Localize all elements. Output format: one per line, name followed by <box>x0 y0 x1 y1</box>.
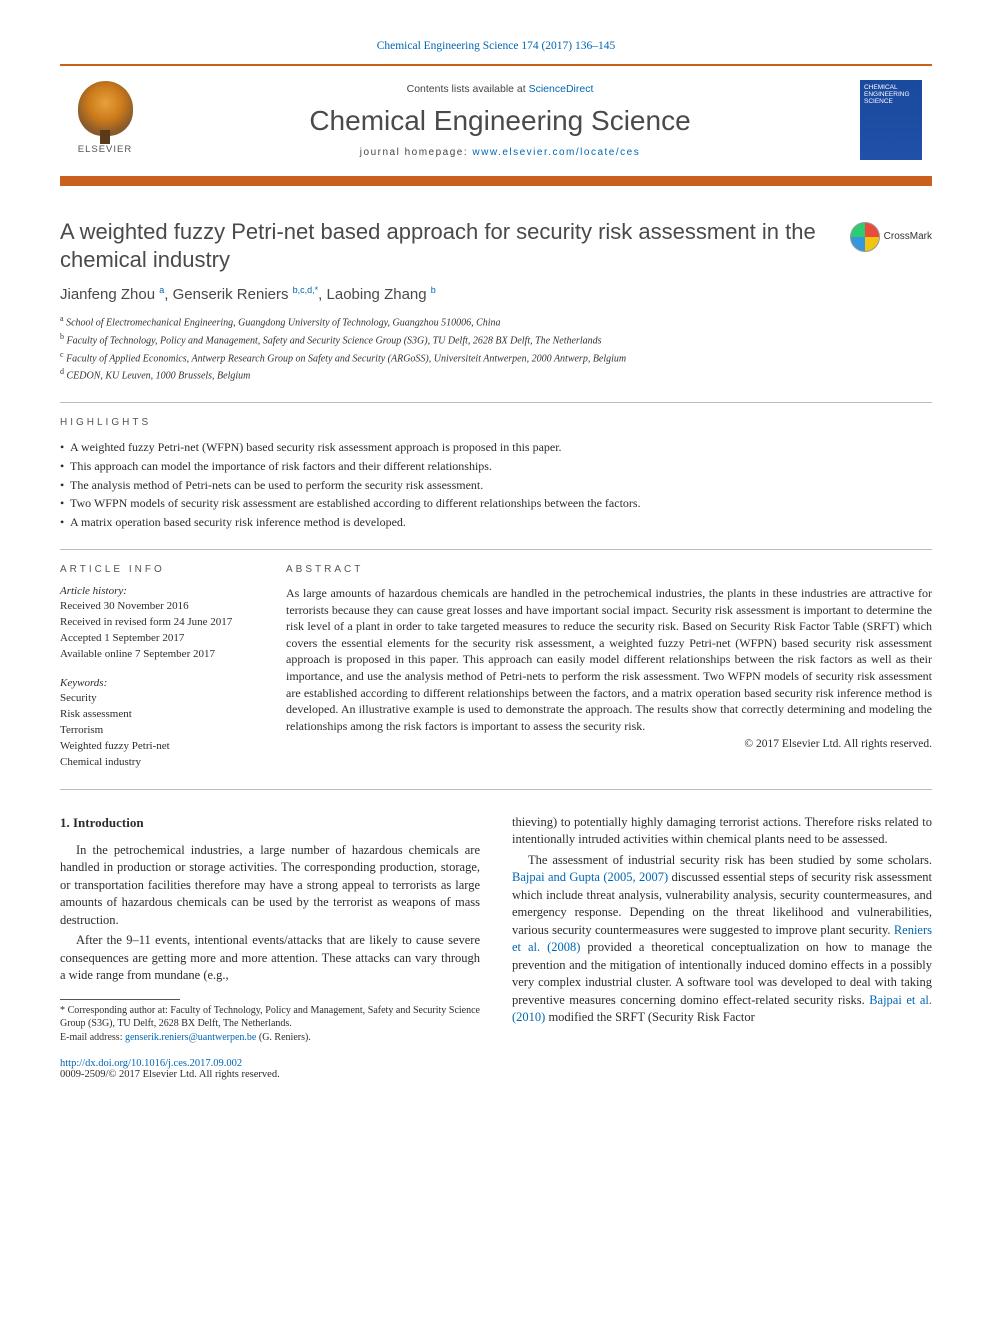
author-name: Jianfeng Zhou <box>60 286 159 303</box>
elsevier-logo: ELSEVIER <box>70 81 140 159</box>
highlight-item: A weighted fuzzy Petri-net (WFPN) based … <box>60 438 932 457</box>
body-paragraph: After the 9–11 events, intentional event… <box>60 932 480 985</box>
citation-link[interactable]: Bajpai and Gupta (2005, 2007) <box>512 870 668 884</box>
article-title-text: A weighted fuzzy Petri-net based approac… <box>60 219 816 272</box>
history-item: Received in revised form 24 June 2017 <box>60 615 250 631</box>
journal-cover-thumbnail: CHEMICAL ENGINEERING SCIENCE <box>860 80 922 160</box>
sciencedirect-link[interactable]: ScienceDirect <box>529 83 594 95</box>
corresponding-author-footnote: * Corresponding author at: Faculty of Te… <box>60 1004 480 1045</box>
highlights-label: HIGHLIGHTS <box>60 417 932 428</box>
affiliation-line: a School of Electromechanical Engineerin… <box>60 313 932 331</box>
authors-line: Jianfeng Zhou a, Genserik Reniers b,c,d,… <box>60 285 932 303</box>
cover-text: CHEMICAL ENGINEERING SCIENCE <box>864 84 918 105</box>
right-column: thieving) to potentially highly damaging… <box>512 814 932 1045</box>
author-name: Genserik Reniers <box>173 286 293 303</box>
corr-email-link[interactable]: genserik.reniers@uantwerpen.be <box>125 1032 256 1043</box>
highlight-item: This approach can model the importance o… <box>60 457 932 476</box>
footnote-corr: * Corresponding author at: Faculty of Te… <box>60 1004 480 1031</box>
author-affil-sup: b <box>431 285 436 295</box>
affil-sup: a <box>60 314 64 323</box>
body-paragraph: In the petrochemical industries, a large… <box>60 842 480 930</box>
article-info-label: ARTICLE INFO <box>60 564 250 575</box>
history-item: Accepted 1 September 2017 <box>60 631 250 647</box>
affiliation-line: c Faculty of Applied Economics, Antwerp … <box>60 349 932 367</box>
crossmark-widget[interactable]: CrossMark <box>850 222 932 252</box>
divider <box>60 549 932 550</box>
divider <box>60 402 932 403</box>
highlight-item: The analysis method of Petri-nets can be… <box>60 476 932 495</box>
doi-link[interactable]: http://dx.doi.org/10.1016/j.ces.2017.09.… <box>60 1058 242 1069</box>
highlight-item: A matrix operation based security risk i… <box>60 513 932 532</box>
email-label: E-mail address: <box>60 1032 125 1043</box>
journal-homepage-line: journal homepage: www.elsevier.com/locat… <box>140 147 860 158</box>
body-columns: 1. Introduction In the petrochemical ind… <box>60 814 932 1045</box>
history-label: Article history: <box>60 585 250 597</box>
crossmark-icon <box>850 222 880 252</box>
affil-sup: d <box>60 367 64 376</box>
history-item: Received 30 November 2016 <box>60 599 250 615</box>
body-text: The assessment of industrial security ri… <box>528 853 932 867</box>
affiliations-block: a School of Electromechanical Engineerin… <box>60 313 932 384</box>
body-paragraph: The assessment of industrial security ri… <box>512 852 932 1027</box>
abstract-copyright: © 2017 Elsevier Ltd. All rights reserved… <box>286 738 932 750</box>
article-info-column: ARTICLE INFO Article history: Received 3… <box>60 564 250 770</box>
abstract-text: As large amounts of hazardous chemicals … <box>286 585 932 734</box>
affiliation-line: d CEDON, KU Leuven, 1000 Brussels, Belgi… <box>60 366 932 384</box>
history-item: Available online 7 September 2017 <box>60 647 250 663</box>
issn-copyright: 0009-2509/© 2017 Elsevier Ltd. All right… <box>60 1069 280 1080</box>
elsevier-wordmark: ELSEVIER <box>78 144 132 155</box>
intro-heading: 1. Introduction <box>60 814 480 832</box>
keyword-item: Risk assessment <box>60 707 250 723</box>
highlight-item: Two WFPN models of security risk assessm… <box>60 494 932 513</box>
crossmark-label: CrossMark <box>884 231 932 244</box>
keyword-item: Terrorism <box>60 723 250 739</box>
author-affil-sup: b,c,d,* <box>293 285 319 295</box>
contents-prefix: Contents lists available at <box>407 83 529 95</box>
journal-title: Chemical Engineering Science <box>140 105 860 137</box>
affil-sup: b <box>60 332 64 341</box>
contents-available-line: Contents lists available at ScienceDirec… <box>140 83 860 95</box>
journal-reference: Chemical Engineering Science 174 (2017) … <box>60 40 932 52</box>
author-name: Laobing Zhang <box>327 286 431 303</box>
author-affil-sup: a <box>159 285 164 295</box>
journal-homepage-link[interactable]: www.elsevier.com/locate/ces <box>472 147 640 158</box>
abstract-column: ABSTRACT As large amounts of hazardous c… <box>286 564 932 770</box>
email-suffix: (G. Reniers). <box>256 1032 310 1043</box>
keywords-label: Keywords: <box>60 677 250 689</box>
abstract-label: ABSTRACT <box>286 564 932 575</box>
body-paragraph: thieving) to potentially highly damaging… <box>512 814 932 849</box>
homepage-prefix: journal homepage: <box>360 147 473 158</box>
journal-header: ELSEVIER Contents lists available at Sci… <box>60 64 932 186</box>
affiliation-line: b Faculty of Technology, Policy and Mana… <box>60 331 932 349</box>
keyword-item: Security <box>60 691 250 707</box>
article-title: A weighted fuzzy Petri-net based approac… <box>60 218 932 273</box>
highlights-list: A weighted fuzzy Petri-net (WFPN) based … <box>60 438 932 531</box>
keyword-item: Weighted fuzzy Petri-net <box>60 739 250 755</box>
divider <box>60 789 932 790</box>
body-text: modified the SRFT (Security Risk Factor <box>545 1010 754 1024</box>
left-column: 1. Introduction In the petrochemical ind… <box>60 814 480 1045</box>
footnote-rule <box>60 999 180 1000</box>
affil-sup: c <box>60 350 64 359</box>
elsevier-tree-icon <box>78 81 133 136</box>
keyword-item: Chemical industry <box>60 755 250 771</box>
page-footer: http://dx.doi.org/10.1016/j.ces.2017.09.… <box>60 1058 932 1080</box>
highlights-section: HIGHLIGHTS A weighted fuzzy Petri-net (W… <box>60 417 932 531</box>
